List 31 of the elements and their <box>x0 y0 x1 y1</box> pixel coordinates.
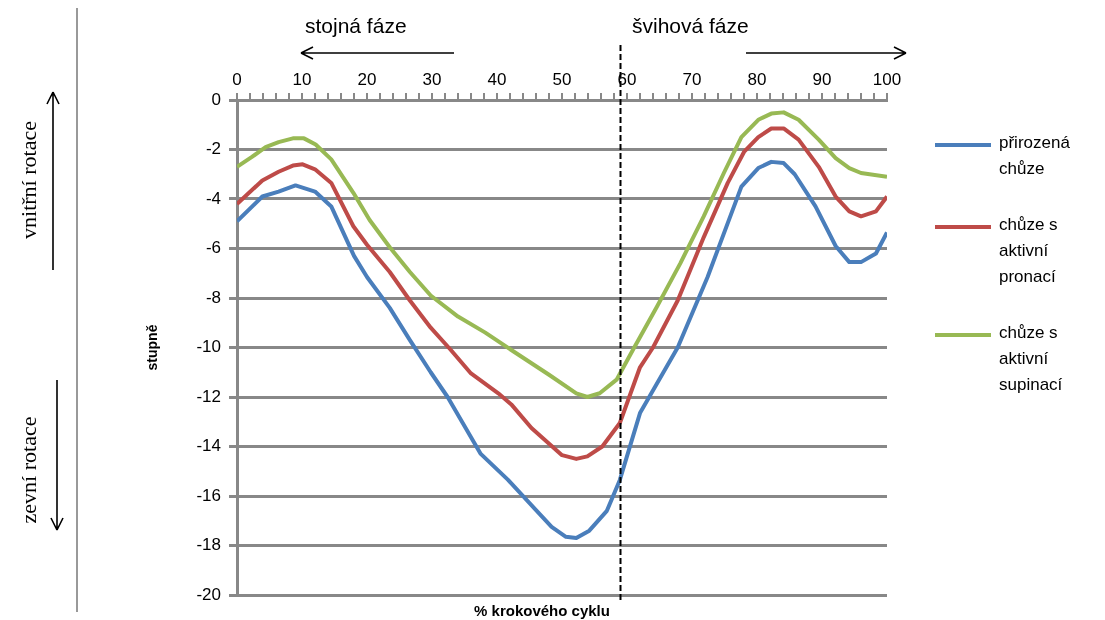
x-tick-label: 30 <box>422 70 442 90</box>
y-tick-label: -12 <box>196 386 221 406</box>
x-tick-label: 0 <box>232 70 242 90</box>
y-tick-label: -14 <box>196 436 221 456</box>
x-tick-label: 100 <box>872 70 902 90</box>
y-tick-label: -10 <box>196 337 221 357</box>
y-tick-label: -18 <box>196 535 221 555</box>
x-tick-label: 60 <box>617 70 637 90</box>
x-tick-label: 40 <box>487 70 507 90</box>
y-tick-label: -8 <box>205 287 221 307</box>
legend-label: přirozená chůze <box>999 132 1071 180</box>
y-tick-label: -20 <box>196 584 221 604</box>
text: stojná fáze <box>305 14 407 38</box>
x-tick-label: 50 <box>552 70 572 90</box>
y-tick-label: -4 <box>205 188 221 208</box>
y-axis-title: stupně <box>144 324 161 371</box>
text: vnitřní rotace <box>16 121 42 239</box>
legend-label: chůze s aktivní pronací <box>999 214 1059 288</box>
x-tick-label: 20 <box>357 70 377 90</box>
x-tick-label: 80 <box>747 70 767 90</box>
x-axis-title: % krokového cyklu <box>474 602 610 620</box>
y-tick-label: -6 <box>205 238 221 258</box>
x-tick-label: 90 <box>812 70 832 90</box>
text: zevní rotace <box>16 416 42 524</box>
x-tick-label: 70 <box>682 70 702 90</box>
legend-label: chůze s aktivní supinací <box>999 322 1064 396</box>
y-tick-label: -16 <box>196 485 221 505</box>
text: švihová fáze <box>632 14 749 38</box>
y-tick-label: -2 <box>205 139 221 159</box>
y-tick-label: 0 <box>211 89 221 109</box>
x-tick-label: 10 <box>292 70 312 90</box>
